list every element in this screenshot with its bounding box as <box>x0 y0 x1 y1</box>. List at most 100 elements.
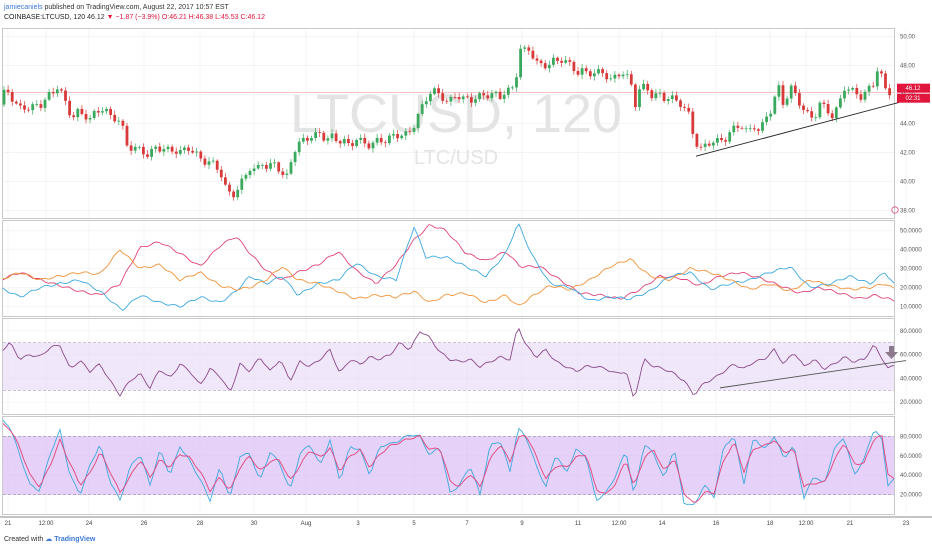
candle <box>121 119 125 130</box>
author-name[interactable]: jamiecaniels <box>4 4 43 11</box>
candle <box>76 107 80 122</box>
candle <box>6 85 10 96</box>
candle <box>859 89 863 103</box>
candle <box>588 68 592 80</box>
candle <box>785 95 789 108</box>
candle <box>174 147 178 159</box>
candle <box>593 69 596 81</box>
candle <box>781 80 785 109</box>
brand-name[interactable]: TradingView <box>54 536 96 543</box>
candle <box>552 54 555 68</box>
candle <box>880 69 883 78</box>
candle <box>60 87 63 93</box>
x-axis-labels: 21 12:00 24 26 28 30 Aug 3 5 7 9 11 12:00 14 16 18 12:00… <box>5 521 910 527</box>
candle <box>96 106 100 117</box>
x-tick-label: 3 <box>356 521 360 527</box>
countdown-tag-text: 02:31 <box>905 96 921 102</box>
trendlines <box>695 101 907 389</box>
candle <box>293 150 297 167</box>
x-tick-label: 28 <box>197 521 204 527</box>
candle <box>617 73 621 80</box>
candle <box>646 81 650 95</box>
tradingview-logo-icon: ☁ <box>45 536 53 543</box>
y-tick-label: 30.0000 <box>900 267 922 273</box>
candle <box>297 137 301 156</box>
candle <box>265 161 268 173</box>
candle <box>670 91 674 104</box>
candle <box>498 88 502 101</box>
price-panel[interactable] <box>2 28 895 219</box>
rsi-trendline[interactable] <box>719 360 907 389</box>
y-tick-label: 80.0000 <box>900 329 922 335</box>
stoch-panel[interactable] <box>2 416 895 515</box>
candle <box>412 124 416 135</box>
x-tick-label: 14 <box>659 521 666 527</box>
y-tick-label: 60.0000 <box>900 454 922 460</box>
candle <box>228 181 231 196</box>
candle <box>351 139 354 151</box>
y-tick-label: 44.00 <box>900 122 916 128</box>
candle <box>535 54 539 65</box>
x-tick-label: 21 <box>5 521 12 527</box>
x-tick-label: 12:00 <box>611 521 627 527</box>
candle <box>330 129 334 143</box>
candle <box>137 145 141 150</box>
candle <box>736 121 740 132</box>
y-tick-label: 20.0000 <box>900 286 922 292</box>
rsi-rsi-line <box>2 327 895 397</box>
candle <box>810 106 814 122</box>
candle <box>601 67 604 77</box>
price-trendline[interactable] <box>695 101 900 157</box>
candle <box>424 96 428 108</box>
candle <box>822 99 826 109</box>
candle <box>711 140 715 150</box>
y-tick-label: 40.00 <box>900 180 916 186</box>
candle <box>744 125 748 133</box>
candle <box>474 95 477 107</box>
candle <box>642 79 645 91</box>
candle <box>408 126 412 135</box>
candle <box>867 83 871 97</box>
y-tick-label: 60.0000 <box>900 353 922 359</box>
candle <box>572 60 576 75</box>
candle <box>347 134 350 147</box>
down-arrow-icon <box>885 346 898 359</box>
events-icon[interactable] <box>891 206 899 214</box>
candle <box>371 140 375 153</box>
candle <box>695 132 699 149</box>
x-tick-label: Aug <box>301 521 312 527</box>
candle <box>375 133 379 146</box>
candle <box>519 44 522 80</box>
candle <box>765 112 768 126</box>
candle <box>211 157 215 164</box>
candle <box>404 128 408 140</box>
candle <box>863 89 867 103</box>
candle <box>806 107 809 113</box>
candle <box>170 144 174 155</box>
candle <box>269 158 272 172</box>
candle <box>199 150 203 162</box>
candle <box>609 74 613 82</box>
candle <box>490 89 494 102</box>
candle <box>814 113 818 122</box>
ohlc-values: O:46.21 H:46.38 L:45.53 C:46.12 <box>161 14 265 21</box>
candle <box>162 144 166 156</box>
symbol-label: COINBASE:LTCUSD, 120 <box>4 14 86 21</box>
y-tick-label: 42.00 <box>900 151 916 157</box>
candle <box>515 73 518 92</box>
rsi-panel[interactable] <box>2 318 895 415</box>
candle <box>109 106 112 120</box>
candle <box>256 161 260 170</box>
candle <box>830 109 834 122</box>
candle <box>117 116 121 126</box>
candle <box>322 130 326 143</box>
candle <box>531 46 535 60</box>
rsi-band <box>3 342 894 391</box>
indicator-lines <box>2 223 895 506</box>
candle <box>314 127 317 142</box>
dmi-panel[interactable] <box>2 220 895 317</box>
created-with-text: Created with <box>4 536 44 543</box>
candle <box>14 99 18 105</box>
candle <box>289 159 293 176</box>
